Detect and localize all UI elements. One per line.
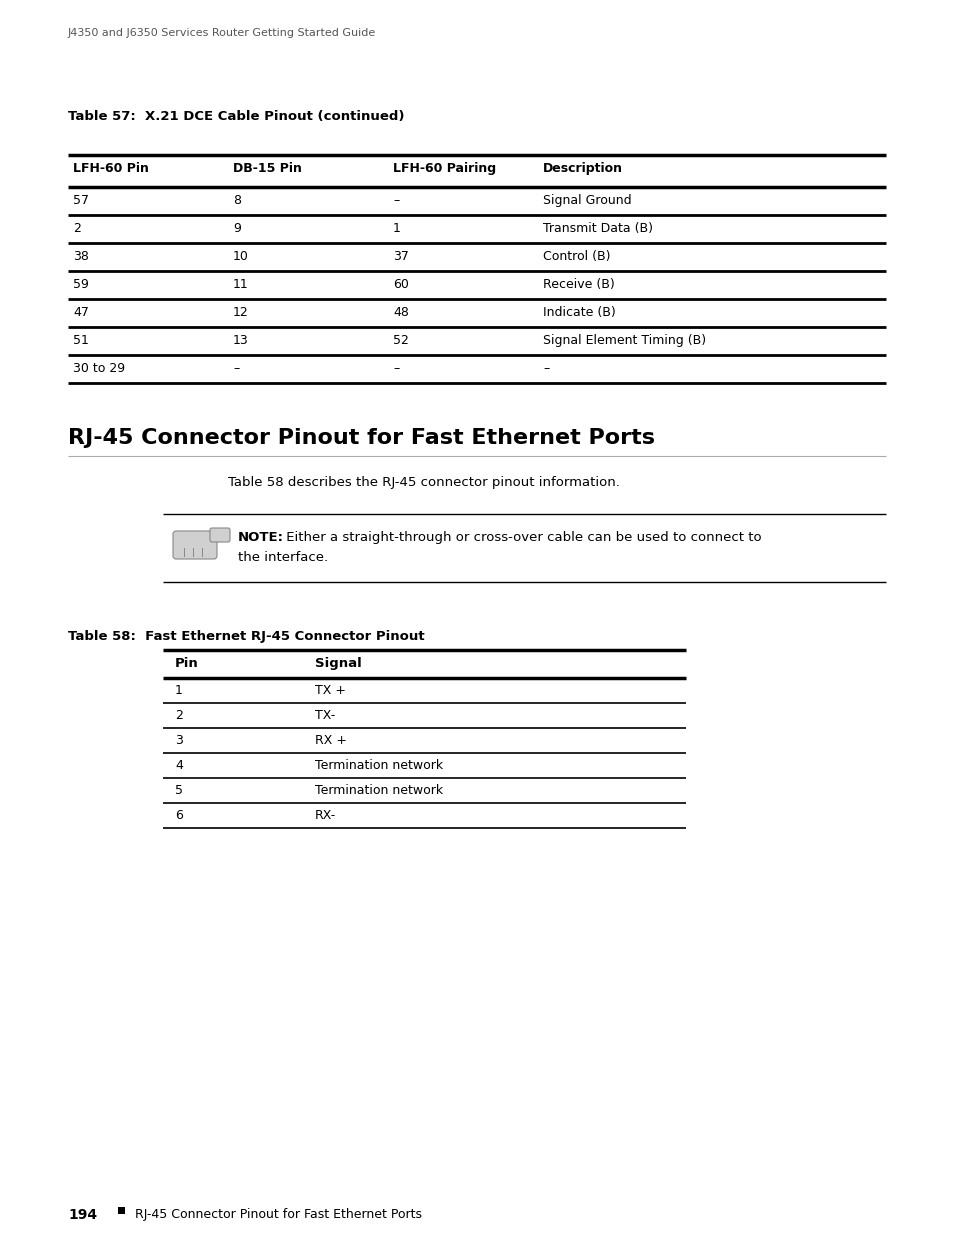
Text: TX +: TX + <box>314 684 346 697</box>
Text: LFH-60 Pairing: LFH-60 Pairing <box>393 162 496 175</box>
Text: 52: 52 <box>393 333 409 347</box>
Text: RX +: RX + <box>314 734 347 747</box>
Text: Transmit Data (B): Transmit Data (B) <box>542 222 652 235</box>
Text: Table 57:  X.21 DCE Cable Pinout (continued): Table 57: X.21 DCE Cable Pinout (continu… <box>68 110 404 124</box>
Text: –: – <box>393 362 399 375</box>
Text: Signal Ground: Signal Ground <box>542 194 631 207</box>
Text: 4: 4 <box>174 760 183 772</box>
Text: 1: 1 <box>174 684 183 697</box>
Text: Signal: Signal <box>314 657 361 671</box>
Text: 1: 1 <box>393 222 400 235</box>
Text: DB-15 Pin: DB-15 Pin <box>233 162 301 175</box>
Text: –: – <box>393 194 399 207</box>
Text: 3: 3 <box>174 734 183 747</box>
Text: 2: 2 <box>73 222 81 235</box>
Text: 194: 194 <box>68 1208 97 1221</box>
Text: 57: 57 <box>73 194 89 207</box>
Text: Signal Element Timing (B): Signal Element Timing (B) <box>542 333 705 347</box>
Text: 5: 5 <box>174 784 183 797</box>
Bar <box>118 1207 125 1214</box>
Text: 13: 13 <box>233 333 249 347</box>
Text: 12: 12 <box>233 306 249 319</box>
Text: J4350 and J6350 Services Router Getting Started Guide: J4350 and J6350 Services Router Getting … <box>68 28 375 38</box>
Text: 38: 38 <box>73 249 89 263</box>
Text: NOTE:: NOTE: <box>237 531 284 543</box>
Text: Receive (B): Receive (B) <box>542 278 614 291</box>
Text: 11: 11 <box>233 278 249 291</box>
Text: –: – <box>542 362 549 375</box>
Text: Table 58 describes the RJ-45 connector pinout information.: Table 58 describes the RJ-45 connector p… <box>228 475 619 489</box>
Text: Table 58:  Fast Ethernet RJ-45 Connector Pinout: Table 58: Fast Ethernet RJ-45 Connector … <box>68 630 424 643</box>
Text: RJ-45 Connector Pinout for Fast Ethernet Ports: RJ-45 Connector Pinout for Fast Ethernet… <box>135 1208 421 1221</box>
Text: –: – <box>233 362 239 375</box>
Text: 9: 9 <box>233 222 240 235</box>
Text: 60: 60 <box>393 278 409 291</box>
Text: 47: 47 <box>73 306 89 319</box>
Text: RX-: RX- <box>314 809 335 823</box>
Text: Control (B): Control (B) <box>542 249 610 263</box>
Text: 51: 51 <box>73 333 89 347</box>
Text: 8: 8 <box>233 194 241 207</box>
Text: Either a straight-through or cross-over cable can be used to connect to: Either a straight-through or cross-over … <box>282 531 760 543</box>
Text: Indicate (B): Indicate (B) <box>542 306 615 319</box>
Text: Description: Description <box>542 162 622 175</box>
Text: Pin: Pin <box>174 657 198 671</box>
Text: Termination network: Termination network <box>314 760 442 772</box>
Text: 59: 59 <box>73 278 89 291</box>
Text: RJ-45 Connector Pinout for Fast Ethernet Ports: RJ-45 Connector Pinout for Fast Ethernet… <box>68 429 655 448</box>
Text: TX-: TX- <box>314 709 335 722</box>
Text: 10: 10 <box>233 249 249 263</box>
FancyBboxPatch shape <box>210 529 230 542</box>
Text: 48: 48 <box>393 306 409 319</box>
Text: 30 to 29: 30 to 29 <box>73 362 125 375</box>
Text: Termination network: Termination network <box>314 784 442 797</box>
FancyBboxPatch shape <box>172 531 216 559</box>
Text: LFH-60 Pin: LFH-60 Pin <box>73 162 149 175</box>
Text: 6: 6 <box>174 809 183 823</box>
Text: 37: 37 <box>393 249 409 263</box>
Text: 2: 2 <box>174 709 183 722</box>
Text: the interface.: the interface. <box>237 551 328 564</box>
